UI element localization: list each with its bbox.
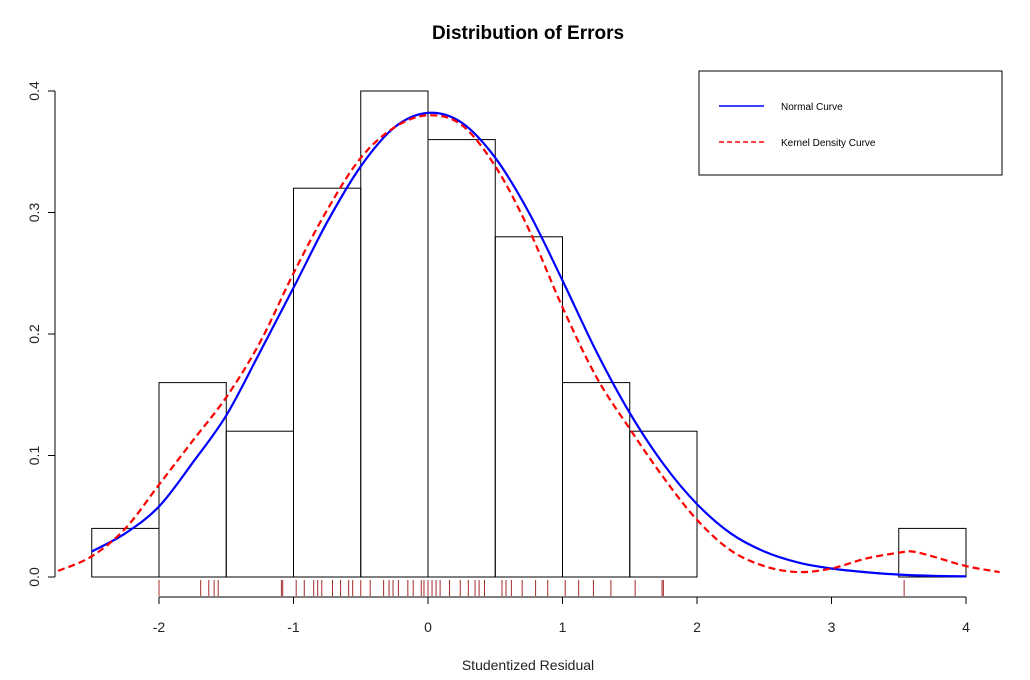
x-tick-label: 4: [962, 619, 970, 635]
x-tick-label: 0: [424, 619, 432, 635]
y-tick-label: 0.0: [26, 567, 42, 587]
x-axis: -2 -1 0 1 2 3 4: [153, 596, 970, 635]
legend-box: [698, 70, 1003, 176]
kernel-density-curve: [57, 114, 1000, 574]
y-tick-label: 0.3: [26, 203, 42, 223]
legend: Normal Curve Kernel Density Curve: [698, 70, 1003, 176]
density-curves: [57, 111, 1000, 578]
y-tick-label: 0.4: [26, 81, 42, 101]
histogram-bars: [91, 90, 967, 578]
x-tick-label: 3: [828, 619, 836, 635]
x-tick-label: 1: [559, 619, 567, 635]
x-axis-label: Studentized Residual: [462, 657, 594, 673]
y-tick-label: 0.2: [26, 324, 42, 344]
x-tick-label: 2: [693, 619, 701, 635]
x-tick-label: -2: [153, 619, 166, 635]
chart-title: Distribution of Errors: [432, 23, 624, 44]
y-tick-label: 0.1: [26, 446, 42, 466]
rug-plot: [158, 580, 905, 596]
y-axis: 0.0 0.1 0.2 0.3 0.4: [26, 81, 56, 587]
legend-label: Kernel Density Curve: [781, 138, 876, 149]
x-tick-label: -1: [287, 619, 300, 635]
normal-curve: [91, 111, 967, 578]
legend-label: Normal Curve: [781, 102, 843, 113]
